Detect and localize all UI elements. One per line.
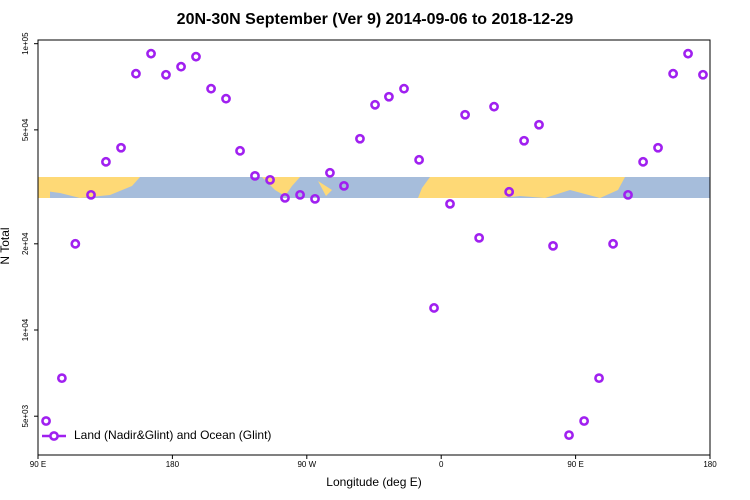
data-point	[460, 109, 470, 120]
data-point	[445, 198, 455, 209]
x-tick-label: 90 W	[297, 460, 316, 469]
plot-frame	[37, 39, 711, 456]
y-tick-label: 1e+04	[21, 318, 30, 341]
y-tick-label: 2e+04	[21, 232, 30, 255]
data-point	[668, 68, 679, 79]
x-tick-label: 180	[166, 460, 180, 469]
data-point	[414, 154, 424, 165]
data-point	[250, 170, 260, 181]
data-point	[653, 142, 663, 153]
data-point	[564, 430, 574, 441]
data-point	[280, 193, 290, 203]
data-point	[265, 174, 275, 185]
legend-marker	[49, 431, 59, 441]
data-point	[399, 83, 409, 94]
data-point	[56, 373, 67, 384]
data-point	[355, 133, 365, 144]
data-point	[191, 51, 201, 62]
data-point	[41, 416, 51, 426]
x-tick-label: 0	[439, 460, 444, 469]
legend-label: Land (Nadir&Glint) and Ocean (Glint)	[74, 428, 271, 442]
chart-title: 20N-30N September (Ver 9) 2014-09-06 to …	[177, 11, 574, 28]
x-tick-label: 180	[703, 460, 717, 469]
data-point	[70, 238, 81, 249]
y-tick-label: 5e+04	[21, 118, 30, 141]
x-axis-label: Longitude (deg E)	[326, 475, 421, 489]
data-point	[101, 156, 111, 167]
map-strip	[38, 177, 710, 198]
data-point	[623, 189, 633, 200]
data-point	[131, 68, 141, 79]
x-tick-label: 90 E	[30, 460, 46, 469]
legend: Land (Nadir&Glint) and Ocean (Glint)	[42, 428, 271, 442]
data-point	[339, 180, 349, 191]
data-point	[161, 69, 171, 80]
data-point	[579, 416, 590, 426]
data-point	[489, 101, 499, 112]
data-point	[474, 232, 485, 243]
data-point	[221, 93, 231, 104]
x-tick-label: 90 E	[567, 460, 583, 469]
data-point	[548, 240, 558, 251]
data-point	[176, 61, 186, 72]
y-tick-label: 1e+05	[21, 32, 30, 55]
data-point	[384, 91, 394, 102]
data-point	[295, 189, 305, 200]
data-point	[116, 142, 126, 153]
data-point	[310, 193, 320, 204]
data-point	[325, 167, 335, 178]
y-tick-label: 5e+03	[21, 404, 30, 427]
data-point	[235, 145, 245, 156]
y-axis-label: N Total	[0, 227, 12, 264]
data-point	[504, 186, 515, 197]
data-point	[594, 373, 604, 384]
data-point	[86, 189, 96, 200]
data-point	[370, 99, 380, 110]
data-point	[698, 69, 708, 80]
data-point	[683, 48, 693, 59]
data-point	[429, 303, 439, 313]
data-point	[519, 135, 529, 146]
data-point	[638, 156, 648, 167]
data-point	[146, 48, 156, 59]
data-point	[534, 119, 544, 130]
data-point	[608, 238, 618, 249]
data-point	[206, 83, 216, 94]
